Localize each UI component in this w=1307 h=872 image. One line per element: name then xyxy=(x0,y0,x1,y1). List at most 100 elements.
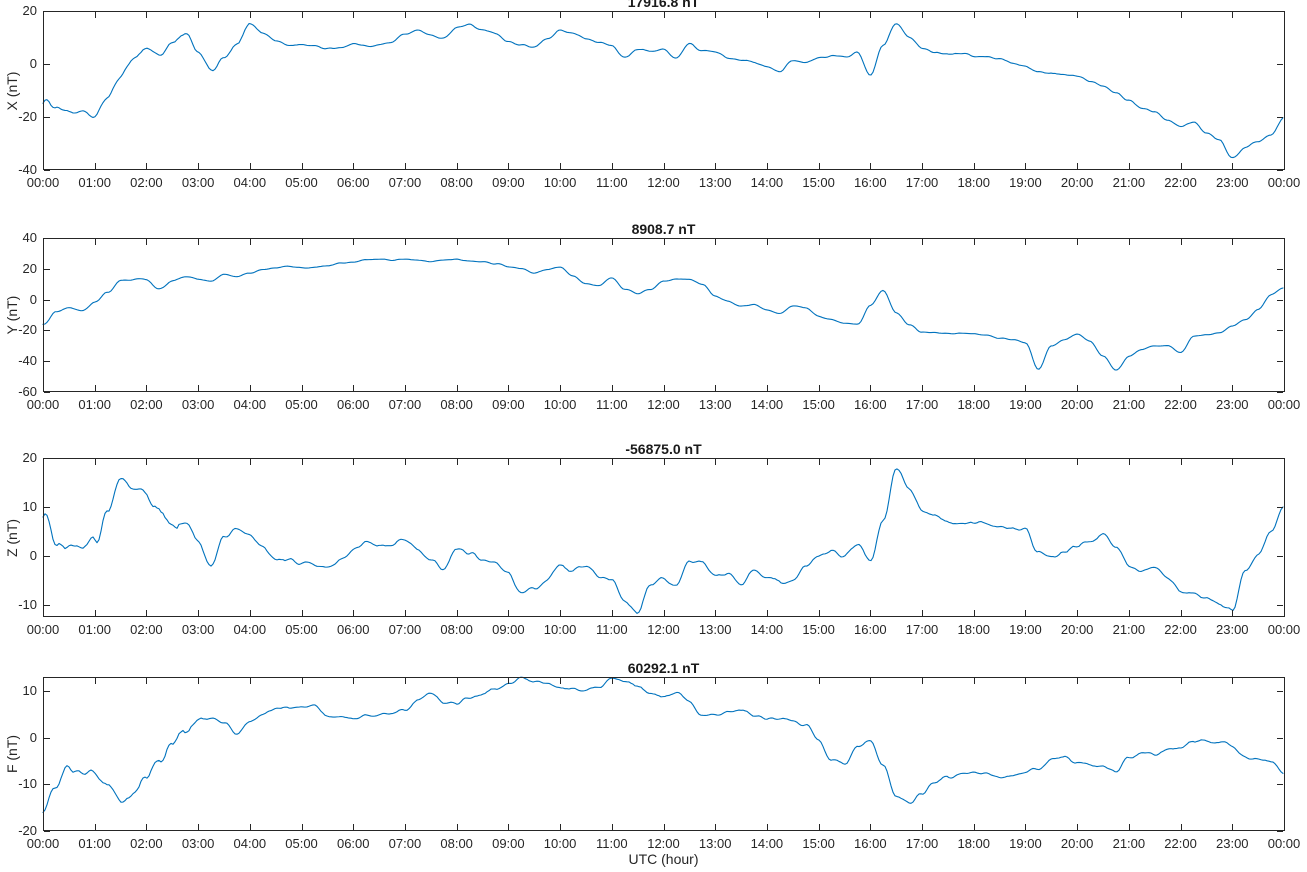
data-series-line xyxy=(42,258,1284,371)
x-tick-label: 08:00 xyxy=(440,836,473,851)
x-tick-label: 13:00 xyxy=(698,836,732,851)
x-tick-label: 01:00 xyxy=(78,836,111,851)
x-tick-label: 07:00 xyxy=(388,622,422,637)
y-tick-label: 0 xyxy=(29,729,37,745)
x-tick-label: 06:00 xyxy=(336,397,370,412)
x-tick-label: 14:00 xyxy=(750,622,784,637)
x-tick-label: 12:00 xyxy=(647,397,680,412)
x-tick-label: 20:00 xyxy=(1060,836,1094,851)
x-tick-label: 16:00 xyxy=(854,622,887,637)
x-tick-label: 11:00 xyxy=(595,836,628,851)
x-tick-label: 14:00 xyxy=(750,175,784,190)
x-tick-label: 17:00 xyxy=(905,836,939,851)
x-tick-label: 19:00 xyxy=(1009,622,1042,637)
x-tick-label: 14:00 xyxy=(750,397,784,412)
data-series-line xyxy=(42,676,1284,814)
y-tick-label: 20 xyxy=(22,260,37,276)
x-tick-label: 12:00 xyxy=(647,836,680,851)
x-tick-label: 03:00 xyxy=(181,175,215,190)
x-tick-label: 01:00 xyxy=(78,175,111,190)
x-tick-label: 18:00 xyxy=(957,175,991,190)
x-tick-label: 19:00 xyxy=(1009,397,1042,412)
data-series-line xyxy=(42,23,1284,159)
y-tick-label: 10 xyxy=(22,683,37,698)
x-tick-label: 03:00 xyxy=(181,836,215,851)
y-tick-label: -20 xyxy=(18,322,37,338)
x-tick-label: 23:00 xyxy=(1216,175,1249,190)
y-tick-label: 10 xyxy=(22,498,37,514)
panel-title: 17916.8 nT xyxy=(627,0,700,10)
x-tick-label: 07:00 xyxy=(388,175,422,190)
x-tick-label: 03:00 xyxy=(181,397,215,412)
x-tick-label: 06:00 xyxy=(336,622,370,637)
panel-title: -56875.0 nT xyxy=(625,441,702,457)
x-tick-label: 22:00 xyxy=(1164,836,1197,851)
x-tick-label: 05:00 xyxy=(285,622,318,637)
y-axis-label: X (nT) xyxy=(4,71,20,110)
x-tick-label: 13:00 xyxy=(698,622,732,637)
y-tick-label: 0 xyxy=(29,291,37,307)
x-tick-label: 18:00 xyxy=(957,836,991,851)
x-tick-label: 10:00 xyxy=(543,175,577,190)
x-tick-label: 00:00 xyxy=(26,836,60,851)
panel-title: 8908.7 nT xyxy=(631,221,696,237)
x-tick-label: 04:00 xyxy=(233,175,267,190)
x-tick-label: 06:00 xyxy=(336,836,370,851)
f-plot-area xyxy=(42,676,1285,832)
x-tick-label: 19:00 xyxy=(1009,836,1042,851)
x-tick-label: 10:00 xyxy=(543,836,577,851)
y-tick-label: 0 xyxy=(29,547,37,563)
y-tick-label: -20 xyxy=(18,109,37,124)
x-tick-label: 04:00 xyxy=(233,622,267,637)
axes-box xyxy=(43,677,1285,831)
x-tick-label: 00:00 xyxy=(26,397,60,412)
x-tick-label: 05:00 xyxy=(285,397,318,412)
x-tick-label: 20:00 xyxy=(1060,622,1094,637)
x-tick-label: 23:00 xyxy=(1216,397,1249,412)
x-tick-label: 21:00 xyxy=(1112,397,1146,412)
x-tick-label: 12:00 xyxy=(647,175,680,190)
data-series-line xyxy=(42,468,1284,614)
x-tick-label: 00:00 xyxy=(26,622,60,637)
x-tick-label: 02:00 xyxy=(130,175,163,190)
axes-box xyxy=(43,458,1285,617)
x-tick-label: 01:00 xyxy=(78,622,111,637)
x-tick-label: 17:00 xyxy=(905,397,939,412)
x-tick-label: 12:00 xyxy=(647,622,680,637)
x-tick-label: 18:00 xyxy=(957,397,991,412)
x-tick-label: 00:00 xyxy=(1267,175,1301,190)
y-tick-label: 20 xyxy=(22,3,37,18)
x-tick-label: 15:00 xyxy=(802,622,835,637)
x-tick-label: 13:00 xyxy=(698,175,732,190)
x-tick-label: 06:00 xyxy=(336,175,370,190)
x-tick-label: 09:00 xyxy=(492,836,525,851)
x-tick-label: 11:00 xyxy=(595,397,628,412)
x-tick-label: 02:00 xyxy=(130,622,163,637)
axes-box xyxy=(43,11,1285,170)
y-tick-label: 40 xyxy=(22,230,37,245)
x-tick-label: 00:00 xyxy=(1267,836,1301,851)
x-tick-label: 21:00 xyxy=(1112,622,1146,637)
x-tick-label: 18:00 xyxy=(957,622,991,637)
y-tick-label: 20 xyxy=(22,450,37,465)
y-plot-area xyxy=(42,238,1285,393)
x-tick-label: 23:00 xyxy=(1216,836,1249,851)
x-tick-label: 15:00 xyxy=(802,175,835,190)
x-tick-label: 04:00 xyxy=(233,836,267,851)
x-tick-label: 02:00 xyxy=(130,836,163,851)
x-tick-label: 11:00 xyxy=(595,622,628,637)
y-tick-label: -40 xyxy=(18,162,37,177)
x-tick-label: 11:00 xyxy=(595,175,628,190)
x-tick-label: 23:00 xyxy=(1216,622,1249,637)
x-tick-label: 05:00 xyxy=(285,175,318,190)
x-tick-label: 07:00 xyxy=(388,397,422,412)
y-axis-label: Y (nT) xyxy=(4,295,20,335)
x-tick-label: 21:00 xyxy=(1112,836,1146,851)
x-tick-label: 22:00 xyxy=(1164,175,1197,190)
x-tick-label: 03:00 xyxy=(181,622,215,637)
x-tick-label: 22:00 xyxy=(1164,397,1197,412)
x-tick-label: 10:00 xyxy=(543,397,577,412)
y-tick-label: -20 xyxy=(18,823,37,838)
